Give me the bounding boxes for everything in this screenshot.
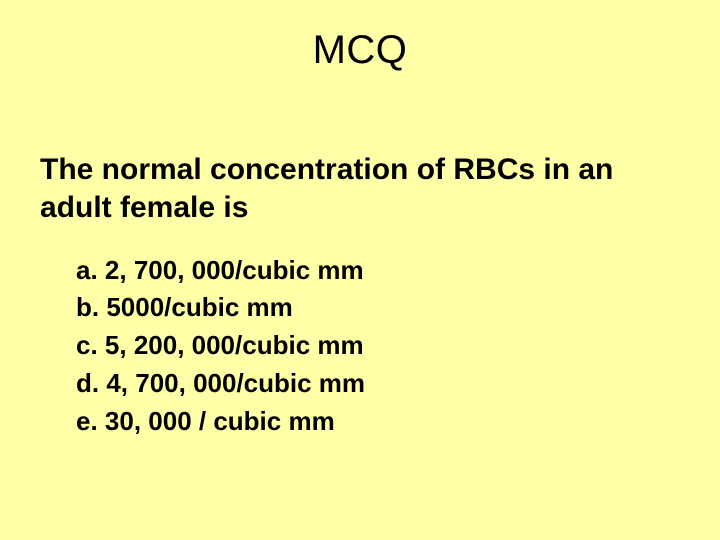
slide-title: MCQ — [40, 28, 680, 73]
option-b: b. 5000/cubic mm — [76, 289, 680, 327]
option-e: e. 30, 000 / cubic mm — [76, 403, 680, 441]
options-group: a. 2, 700, 000/cubic mm b. 5000/cubic mm… — [76, 252, 680, 440]
question-text: The normal concentration of RBCs in an a… — [40, 151, 680, 228]
option-a: a. 2, 700, 000/cubic mm — [76, 252, 680, 290]
option-d: d. 4, 700, 000/cubic mm — [76, 365, 680, 403]
option-c: c. 5, 200, 000/cubic mm — [76, 327, 680, 365]
slide: MCQ The normal concentration of RBCs in … — [0, 0, 720, 540]
